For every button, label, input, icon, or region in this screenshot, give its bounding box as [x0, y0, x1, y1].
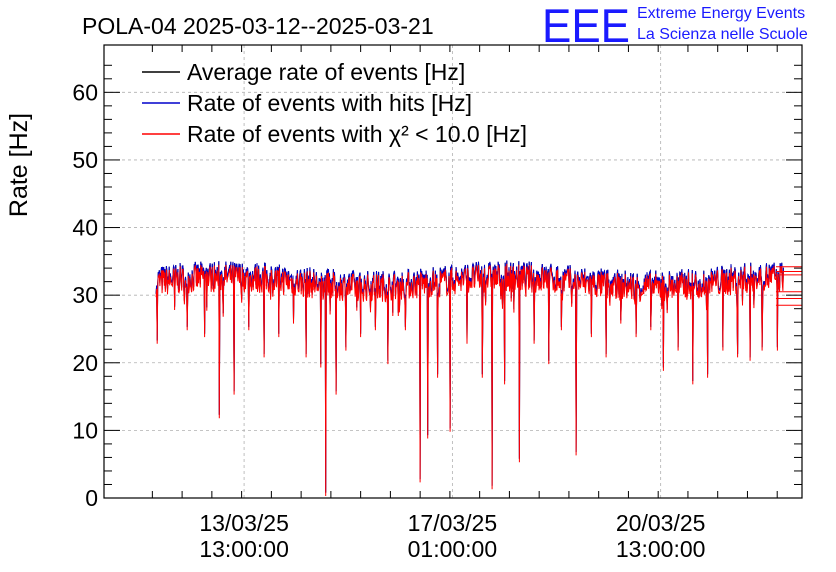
- y-axis-label: Rate [Hz]: [5, 113, 33, 217]
- plot-frame: [103, 44, 803, 499]
- y-tick-label: 40: [72, 215, 98, 241]
- legend: Average rate of events [Hz] Rate of even…: [142, 59, 527, 147]
- chart-title: POLA-04 2025-03-12--2025-03-21: [82, 13, 434, 39]
- logo-mark: EEE: [542, 0, 630, 52]
- y-tick-label: 50: [72, 147, 98, 173]
- x-tick-label-time: 01:00:00: [408, 536, 498, 562]
- x-tick-label-date: 17/03/25: [408, 510, 498, 536]
- y-tick-label: 10: [72, 417, 98, 443]
- x-axis: 13/03/2513:00:0017/03/2501:00:0020/03/25…: [151, 45, 778, 562]
- legend-label-chi2: Rate of events with χ² < 10.0 [Hz]: [187, 121, 527, 147]
- y-tick-label: 60: [72, 79, 98, 105]
- logo-line1: Extreme Energy Events: [637, 5, 805, 22]
- x-tick-label-date: 20/03/25: [616, 510, 706, 536]
- legend-label-average: Average rate of events [Hz]: [187, 59, 465, 85]
- x-tick-label-time: 13:00:00: [199, 536, 289, 562]
- y-tick-label: 0: [85, 485, 98, 511]
- grid-lines: [104, 45, 802, 498]
- series-layer: [155, 260, 802, 497]
- x-tick-label-date: 13/03/25: [199, 510, 289, 536]
- y-tick-label: 30: [72, 282, 98, 308]
- series-line-2: [155, 263, 784, 497]
- legend-label-hits: Rate of events with hits [Hz]: [187, 90, 472, 116]
- y-axis: 0 10 20 30 40 50 60: [72, 64, 802, 511]
- x-tick-label-time: 13:00:00: [616, 536, 706, 562]
- eee-logo: EEE Extreme Energy Events La Scienza nel…: [542, 0, 808, 52]
- logo-line2: La Scienza nelle Scuole: [637, 26, 808, 43]
- y-tick-label: 20: [72, 350, 98, 376]
